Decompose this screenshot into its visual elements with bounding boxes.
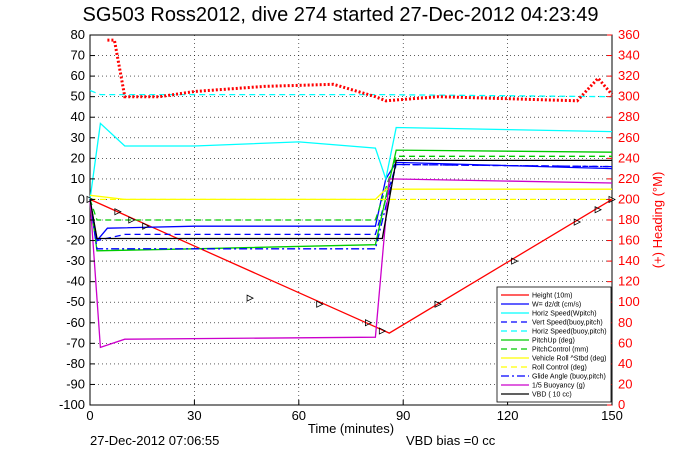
- y-tick-label: 80: [71, 27, 85, 42]
- series-lines: [86, 38, 616, 349]
- legend-box: [496, 286, 612, 403]
- y-tick-label: 30: [71, 130, 85, 145]
- legend-entry: Vert Speed(buoy,pitch): [532, 320, 603, 327]
- legend-entry: Glide Angle (buoy,pitch): [532, 374, 606, 381]
- height-marker: [434, 300, 442, 308]
- y-tick-label: -70: [66, 335, 85, 350]
- height-marker: [594, 206, 602, 214]
- y2-axis-label: (+) Heading (°M): [650, 172, 665, 269]
- y2-tick-label: 80: [618, 315, 632, 330]
- height-marker: [142, 222, 150, 230]
- y2-tick-label: 180: [618, 212, 640, 227]
- y-tick-label: -100: [59, 397, 85, 412]
- x-tick-label: 60: [292, 408, 306, 423]
- height-marker: [86, 195, 94, 204]
- y2-tick-label: 60: [618, 335, 632, 350]
- y-tick-label: 20: [71, 150, 85, 165]
- y2-tick-label: 20: [618, 376, 632, 391]
- y2-tick-label: 40: [618, 356, 632, 371]
- y2-tick-label: 360: [618, 27, 640, 42]
- height-marker: [573, 218, 582, 226]
- y-tick-label: -90: [66, 376, 85, 391]
- y-tick-label: 0: [78, 191, 85, 206]
- y2-tick-label: 140: [618, 253, 640, 268]
- legend-entry: Roll Control (deg): [532, 365, 587, 372]
- height-marker: [114, 208, 122, 216]
- chart-title: SG503 Ross2012, dive 274 started 27-Dec-…: [82, 4, 599, 26]
- y-tick-label: 10: [71, 171, 85, 186]
- series-line: [89, 155, 612, 221]
- y2-tick-label: 160: [618, 233, 640, 248]
- y2-tick-label: 200: [618, 191, 640, 206]
- y-tick-label: 50: [71, 89, 85, 104]
- height-marker: [316, 300, 324, 308]
- y2-tick-label: 300: [618, 89, 640, 104]
- x-tick-label: 120: [497, 408, 519, 423]
- y-tick-label: 70: [71, 48, 85, 63]
- y2-tick-label: 260: [618, 130, 640, 145]
- y2-tick-label: 320: [618, 68, 640, 83]
- legend-entry: PitchControl (mm): [532, 347, 588, 354]
- y-tick-label: -60: [66, 315, 85, 330]
- height-marker: [246, 294, 254, 302]
- vbd-bias-label: VBD bias =0 cc: [406, 433, 496, 448]
- series-line: [107, 38, 614, 103]
- axes: 80706050403020100-10-20-30-40-50-60-70-8…: [59, 27, 665, 436]
- x-axis-label: Time (minutes): [308, 421, 394, 436]
- legend-entry: Vehicle Roll ^Stbd (deg): [532, 356, 607, 363]
- series-line: [89, 89, 613, 98]
- y2-tick-label: 100: [618, 294, 640, 309]
- x-tick-label: 90: [396, 408, 410, 423]
- y2-tick-label: 340: [618, 48, 640, 63]
- height-marker: [511, 257, 519, 265]
- y-tick-label: 60: [71, 68, 85, 83]
- series-line: [89, 122, 613, 200]
- legend-entry: W= dz/dt (cm/s): [532, 302, 581, 309]
- y2-tick-label: 0: [618, 397, 625, 412]
- footer-timestamp: 27-Dec-2012 07:06:55: [90, 433, 220, 448]
- legend-entry: VBD ( 10 cc): [532, 392, 572, 399]
- series-line: [89, 159, 612, 240]
- y-tick-label: -20: [66, 233, 85, 248]
- series-line: [89, 163, 613, 250]
- y-tick-label: -50: [66, 294, 85, 309]
- legend-entry: Horiz Speed(Wpitch): [532, 311, 597, 318]
- y-tick-label: -10: [66, 212, 85, 227]
- x-tick-label: 150: [601, 408, 623, 423]
- y2-tick-label: 120: [618, 274, 640, 289]
- series-line: [89, 198, 613, 334]
- series-line: [89, 188, 612, 201]
- y-tick-label: -80: [66, 356, 85, 371]
- y2-tick-label: 220: [618, 171, 640, 186]
- height-marker: [128, 216, 136, 224]
- x-tick-label: 30: [187, 408, 201, 423]
- legend-entry: PitchUp (deg): [532, 338, 575, 345]
- height-marker: [378, 327, 387, 335]
- legend: Height (10m) W= dz/dt (cm/s) Horiz Speed(W…: [496, 286, 612, 403]
- y-tick-label: -40: [66, 274, 85, 289]
- y-tick-label: -30: [66, 253, 85, 268]
- y2-tick-label: 280: [618, 109, 640, 124]
- y-tick-label: 40: [71, 109, 85, 124]
- height-marker: [364, 319, 373, 327]
- x-tick-label: 0: [86, 408, 93, 423]
- legend-entry: Height (10m): [532, 293, 572, 300]
- legend-entry: 1/5 Buoyancy (g): [532, 383, 585, 390]
- series-line: [89, 178, 613, 349]
- y2-tick-label: 240: [618, 150, 640, 165]
- legend-entry: Horiz Speed(buoy,pitch): [532, 329, 607, 336]
